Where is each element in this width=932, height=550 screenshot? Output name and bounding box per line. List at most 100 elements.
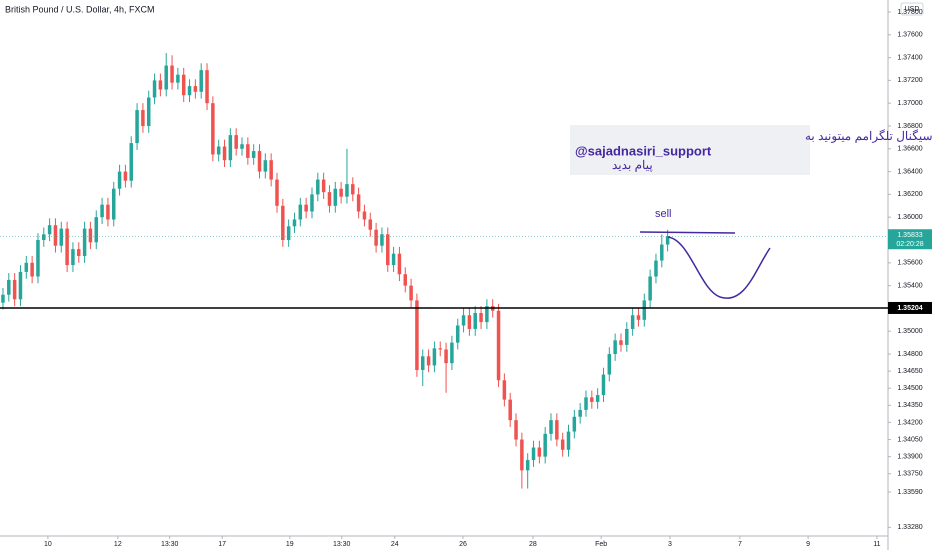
candle-body <box>607 354 612 375</box>
x-tick-label: 26 <box>459 541 467 548</box>
candle-body <box>356 194 361 212</box>
candle-body <box>426 356 431 366</box>
x-tick-label: 11 <box>873 541 880 548</box>
candle-body <box>467 315 472 329</box>
y-tick-label: 1.33590 <box>897 489 922 496</box>
candle-body <box>94 217 99 243</box>
candle-body <box>310 194 314 212</box>
candle-body <box>444 349 448 364</box>
candle-body <box>438 348 442 350</box>
candle-body <box>648 276 652 301</box>
candle-body <box>351 184 355 195</box>
candle-body <box>205 70 209 104</box>
candle-body <box>53 225 58 246</box>
y-tick-label: 1.35000 <box>897 328 922 335</box>
y-tick-label: 1.36200 <box>897 191 922 198</box>
y-tick-label: 1.34500 <box>897 385 922 392</box>
candle-body <box>595 395 600 402</box>
candle-body <box>601 374 606 396</box>
candle-body <box>525 460 530 471</box>
candle-body <box>339 188 343 197</box>
price-line-label: 1.35204 <box>897 305 922 312</box>
candle-body <box>30 262 34 277</box>
candle-body <box>146 97 151 126</box>
candle-body <box>135 110 139 144</box>
x-tick-label: 28 <box>529 541 537 548</box>
projection-curve <box>667 236 771 299</box>
candle-body <box>403 274 408 286</box>
candle-body <box>520 439 524 471</box>
y-tick-label: 1.33750 <box>897 471 922 478</box>
candle-body <box>82 228 87 256</box>
candle-body <box>327 192 332 206</box>
candle-body <box>391 253 396 266</box>
candle-body <box>625 328 629 345</box>
y-tick-label: 1.33280 <box>897 524 922 531</box>
annotation-box <box>570 125 810 175</box>
y-tick-label: 1.34050 <box>897 436 922 443</box>
candle-body <box>234 135 238 149</box>
candle-body <box>123 171 128 181</box>
candle-body <box>543 433 547 457</box>
candle-body <box>642 300 647 320</box>
candle-body <box>654 260 658 277</box>
candle-body <box>380 234 384 246</box>
y-tick-label: 1.35600 <box>897 260 922 267</box>
candle-body <box>129 143 133 181</box>
x-tick-label: 13:30 <box>333 541 351 548</box>
x-tick-label: 24 <box>391 541 399 548</box>
candle-body <box>193 86 198 92</box>
y-tick-label: 1.35400 <box>897 282 922 289</box>
last-price-tag <box>888 229 932 250</box>
y-tick-label: 1.33900 <box>897 453 922 460</box>
y-tick-label: 1.34650 <box>897 368 922 375</box>
candle-body <box>455 325 460 343</box>
candle-body <box>59 228 64 246</box>
y-tick-label: 1.37000 <box>897 100 922 107</box>
annotation-line: برای عضویت در کانال سیگنال تلگرامم میتون… <box>805 129 932 143</box>
y-tick-label: 1.36400 <box>897 168 922 175</box>
candle-body <box>42 234 46 241</box>
candle-body <box>106 204 110 220</box>
candle-body <box>257 151 262 172</box>
candle-body <box>286 226 291 241</box>
candle-body <box>333 188 338 206</box>
candle-body <box>1 294 5 303</box>
candle-body <box>304 204 308 212</box>
candle-body <box>251 151 256 158</box>
plot-area <box>1 53 670 489</box>
candle-body <box>117 171 122 189</box>
candle-body <box>368 219 373 230</box>
x-tick-label: 7 <box>738 541 742 548</box>
currency: USD <box>905 6 920 13</box>
annotation-line: @sajadnasiri_support <box>575 143 712 158</box>
candle-body <box>549 420 553 434</box>
y-tick-label: 1.36800 <box>897 123 922 130</box>
candle-body <box>222 146 227 161</box>
candle-body <box>566 431 571 450</box>
candle-body <box>660 244 664 261</box>
x-tick-label: 10 <box>44 541 52 548</box>
candle-body <box>409 285 413 301</box>
candle-body <box>47 225 52 235</box>
candle-body <box>619 340 623 345</box>
candle-body <box>176 74 180 83</box>
candle-body <box>560 439 565 450</box>
candle-body <box>584 397 588 410</box>
candle-body <box>158 80 163 90</box>
candle-body <box>321 179 326 193</box>
candle-body <box>397 253 402 275</box>
candle-body <box>374 229 378 246</box>
y-tick-label: 1.36000 <box>897 214 922 221</box>
candle-body <box>362 211 367 220</box>
candle-body <box>531 447 536 461</box>
candle-body <box>240 144 244 149</box>
sell-line <box>639 231 736 234</box>
candle-body <box>141 110 145 126</box>
candle-body <box>485 306 489 323</box>
y-tick-label: 1.36600 <box>897 146 922 153</box>
candle-body <box>502 380 507 400</box>
last-price-label: 1.35833 <box>897 232 922 239</box>
x-tick-label: 9 <box>806 541 810 548</box>
candle-body <box>636 315 641 320</box>
